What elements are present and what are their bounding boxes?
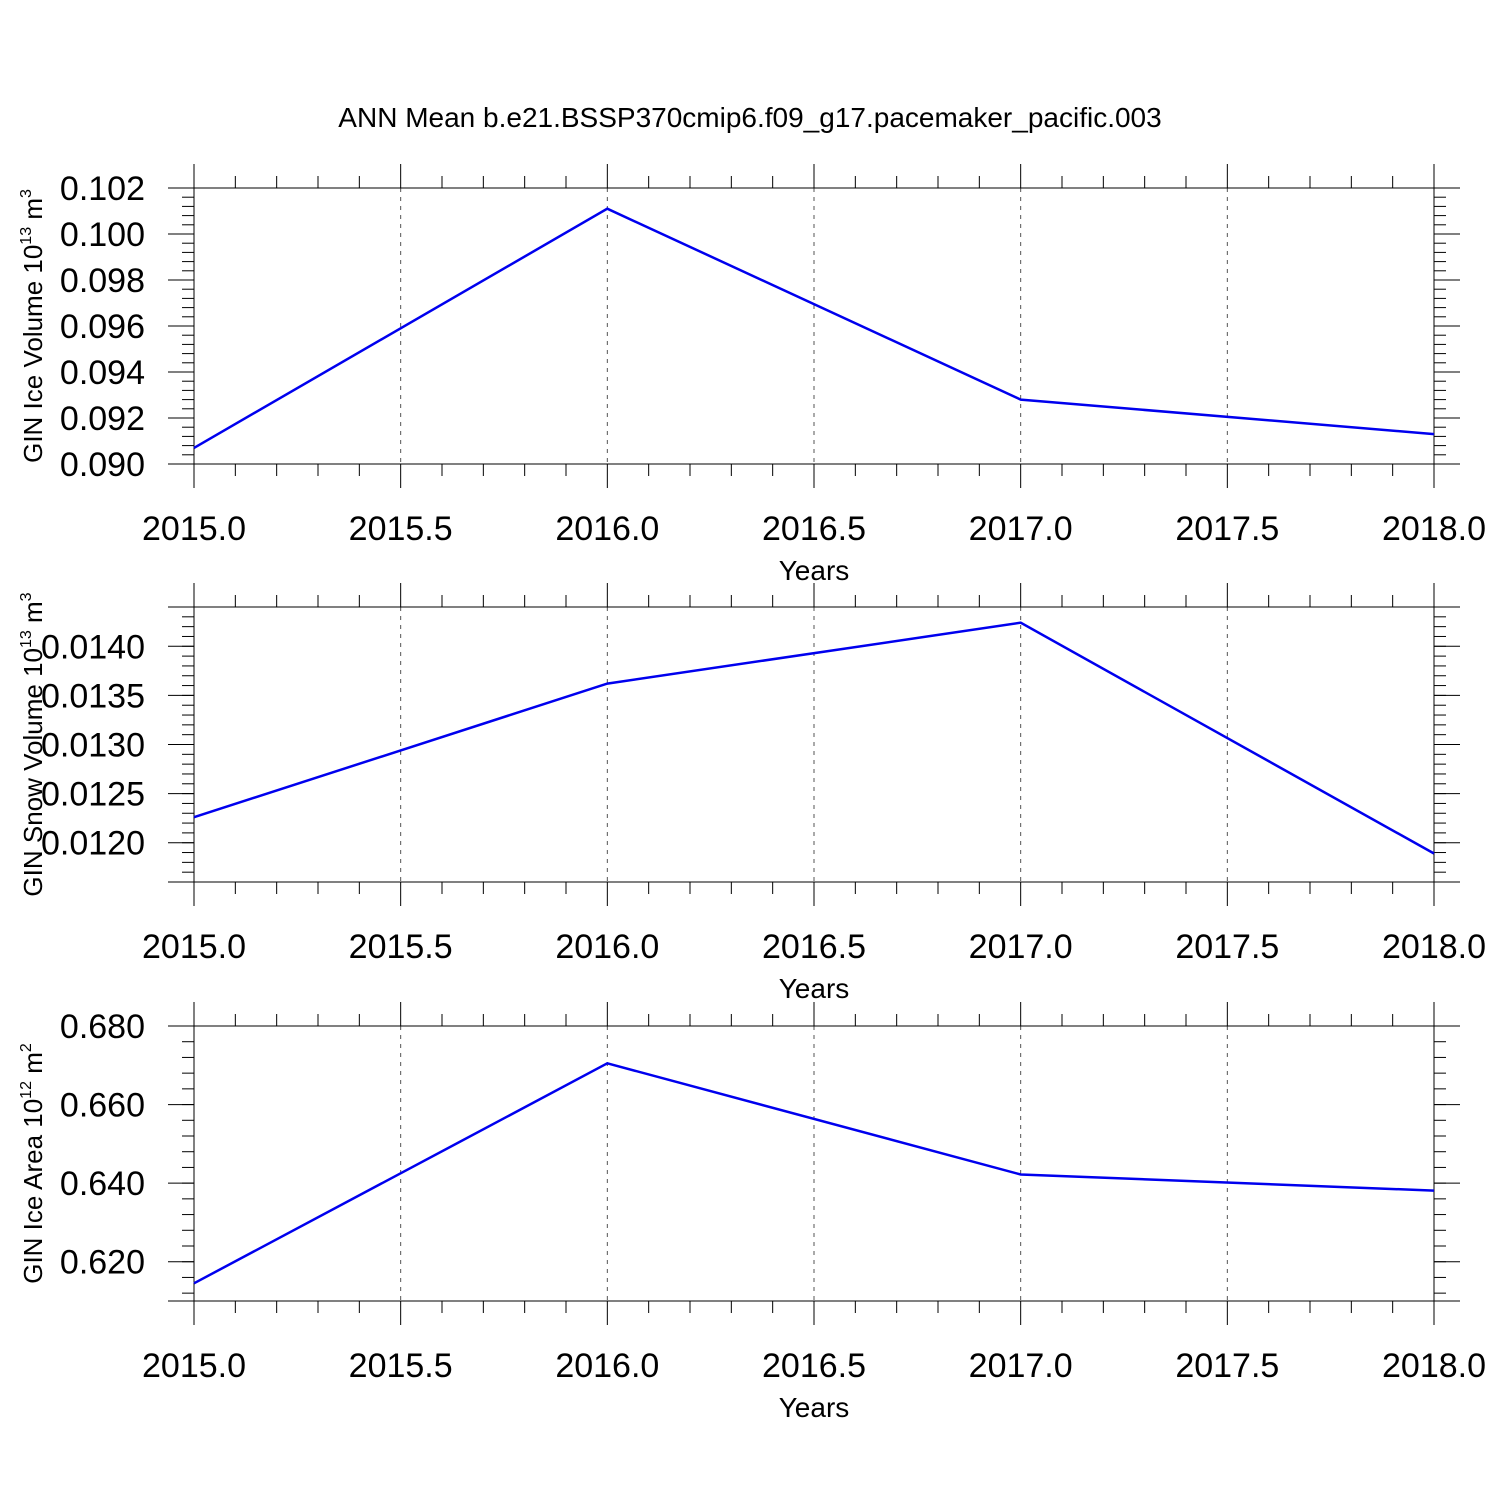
- x-tick-label: 2017.5: [1175, 928, 1279, 966]
- y-tick-label: 0.0120: [41, 825, 145, 863]
- y-tick-label: 0.640: [60, 1165, 145, 1203]
- y-axis-label: GIN Ice Volume 1013 m3: [18, 189, 48, 463]
- y-tick-label: 0.090: [60, 446, 145, 484]
- x-tick-label: 2018.0: [1382, 928, 1486, 966]
- y-tick-label: 0.620: [60, 1244, 145, 1282]
- chart-title: ANN Mean b.e21.BSSP370cmip6.f09_g17.pace…: [338, 102, 1161, 133]
- x-tick-label: 2015.5: [349, 510, 453, 548]
- x-axis-label: Years: [779, 555, 850, 586]
- y-tick-label: 0.098: [60, 262, 145, 300]
- series-line: [193, 207, 1435, 449]
- x-tick-label: 2016.0: [555, 510, 659, 548]
- x-tick-label: 2015.5: [349, 1347, 453, 1385]
- x-tick-label: 2016.0: [555, 1347, 659, 1385]
- y-tick-label: 0.680: [60, 1008, 145, 1046]
- series-line: [193, 621, 1435, 855]
- x-axis-label: Years: [779, 973, 850, 1004]
- panel-1: 0.090 0.092 0.094 0.096 0.098 0.100 0.102 2015.…: [18, 164, 1486, 586]
- x-tick-label: 2017.0: [969, 1347, 1073, 1385]
- y-tick-label: 0.0130: [41, 727, 145, 765]
- x-tick-label: 2016.5: [762, 1347, 866, 1385]
- y-axis-label: GIN Snow Volume 1013 m3: [18, 592, 48, 896]
- x-tick-label: 2016.0: [555, 928, 659, 966]
- x-tick-label: 2015.0: [142, 1347, 246, 1385]
- x-tick-label: 2017.5: [1175, 510, 1279, 548]
- x-tick-label: 2016.5: [762, 928, 866, 966]
- y-tick-label: 0.660: [60, 1087, 145, 1125]
- y-tick-label: 0.096: [60, 308, 145, 346]
- y-tick-label: 0.092: [60, 400, 145, 438]
- y-tick-label: 0.0125: [41, 776, 145, 814]
- y-tick-label: 0.102: [60, 170, 145, 208]
- chart-panels: 0.090 0.092 0.094 0.096 0.098 0.100 0.102 2015.…: [18, 164, 1486, 1423]
- panel-2: 0.0120 0.0125 0.0130 0.0135 0.0140 2015.0 2015…: [18, 583, 1486, 1004]
- x-tick-label: 2017.0: [969, 928, 1073, 966]
- panel-3: 0.620 0.640 0.660 0.680 2015.0 2015.5 2016.0 20…: [18, 1002, 1486, 1423]
- y-tick-label: 0.0135: [41, 677, 145, 715]
- y-tick-label: 0.094: [60, 354, 145, 392]
- y-axis-label: GIN Ice Area 1012 m2: [18, 1043, 48, 1284]
- y-tick-label: 0.100: [60, 216, 145, 254]
- x-tick-label: 2017.5: [1175, 1347, 1279, 1385]
- x-tick-label: 2017.0: [969, 510, 1073, 548]
- x-tick-label: 2015.5: [349, 928, 453, 966]
- x-tick-label: 2015.0: [142, 510, 246, 548]
- x-axis-label: Years: [779, 1392, 850, 1423]
- y-tick-label: 0.0140: [41, 628, 145, 666]
- x-tick-label: 2016.5: [762, 510, 866, 548]
- x-tick-label: 2015.0: [142, 928, 246, 966]
- x-tick-label: 2018.0: [1382, 510, 1486, 548]
- x-tick-label: 2018.0: [1382, 1347, 1486, 1385]
- series-line: [193, 1061, 1435, 1285]
